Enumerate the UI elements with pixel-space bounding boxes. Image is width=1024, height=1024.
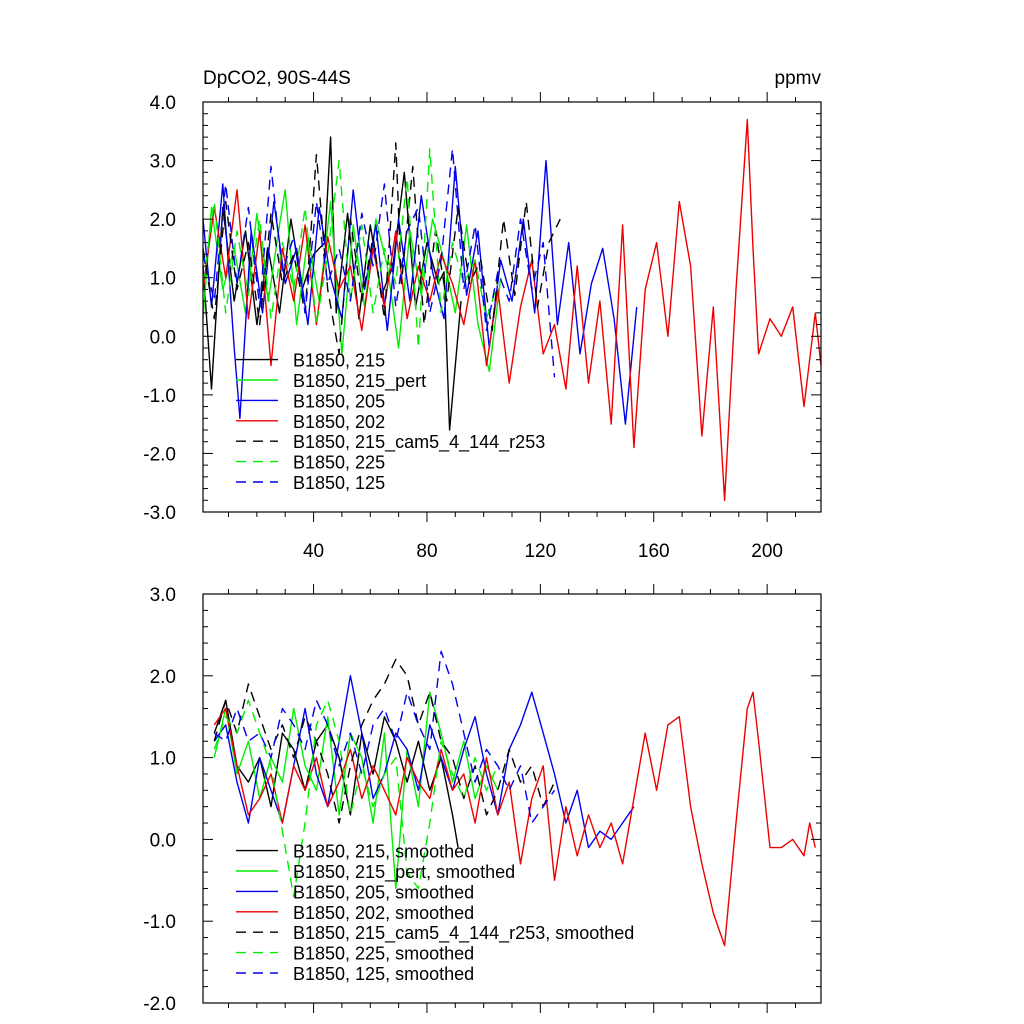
legend-label: B1850, 225, smoothed [293, 944, 474, 964]
legend-label: B1850, 125, smoothed [293, 964, 474, 984]
x-tick-label: 80 [416, 541, 437, 562]
legend-label: B1850, 202 [293, 412, 385, 432]
x-tick-label: 160 [638, 541, 670, 562]
y-tick-label: 0.0 [150, 830, 176, 851]
y-tick-label: -1.0 [143, 912, 176, 933]
series-line-4 [213, 691, 816, 947]
y-tick-label: -2.0 [143, 444, 176, 465]
y-tick-label: 2.0 [150, 667, 176, 688]
series-line-3 [202, 159, 638, 425]
chart-units: ppmv [775, 68, 822, 89]
x-tick-label: 120 [524, 541, 556, 562]
series-line-5 [213, 658, 556, 824]
series-line-3 [213, 675, 635, 849]
series-line-7 [213, 650, 556, 824]
series-line-1 [213, 699, 459, 848]
legend-label: B1850, 215_cam5_4_144_r253, smoothed [293, 923, 634, 944]
x-tick-label: 40 [303, 541, 324, 562]
y-tick-label: 0.0 [150, 327, 176, 348]
top-panel: -3.0 -2.0 -1.0 0.0 1.0 2.0 3.0 4.0 40 80 120 160 200… [143, 92, 822, 562]
legend-label: B1850, 215, smoothed [293, 842, 474, 862]
legend-label: B1850, 202, smoothed [293, 903, 474, 923]
series-line-2 [213, 691, 499, 890]
y-tick-label: 4.0 [150, 93, 176, 114]
legend-label: B1850, 215_pert, smoothed [293, 862, 515, 883]
y-tick-label: -1.0 [143, 386, 176, 407]
series-line-5 [202, 142, 561, 355]
y-tick-label: 1.0 [150, 749, 176, 770]
y-tick-label: 3.0 [150, 585, 176, 606]
legend-label: B1850, 215_cam5_4_144_r253 [293, 432, 545, 453]
y-tick-label: 2.0 [150, 210, 176, 231]
legend-label: B1850, 215 [293, 351, 385, 371]
series-line-6 [213, 699, 499, 898]
legend-label: B1850, 205 [293, 391, 385, 411]
series-line-7 [202, 148, 556, 378]
legend-label: B1850, 205, smoothed [293, 882, 474, 902]
series-line-6 [202, 148, 499, 349]
bottom-panel: -2.0 -1.0 0.0 1.0 2.0 3.0 B1850, 215, smoothed… [143, 584, 822, 1015]
chart-title: DpCO2, 90S-44S [203, 68, 351, 89]
legend-label: B1850, 125 [293, 473, 385, 493]
series-line-1 [202, 136, 462, 431]
y-tick-label: -2.0 [143, 994, 176, 1015]
legend-label: B1850, 225 [293, 453, 385, 473]
x-tick-label: 200 [751, 541, 783, 562]
y-tick-label: 3.0 [150, 152, 176, 173]
y-tick-label: -3.0 [143, 503, 176, 524]
legend-label: B1850, 215_pert [293, 371, 426, 392]
y-tick-label: 1.0 [150, 269, 176, 290]
